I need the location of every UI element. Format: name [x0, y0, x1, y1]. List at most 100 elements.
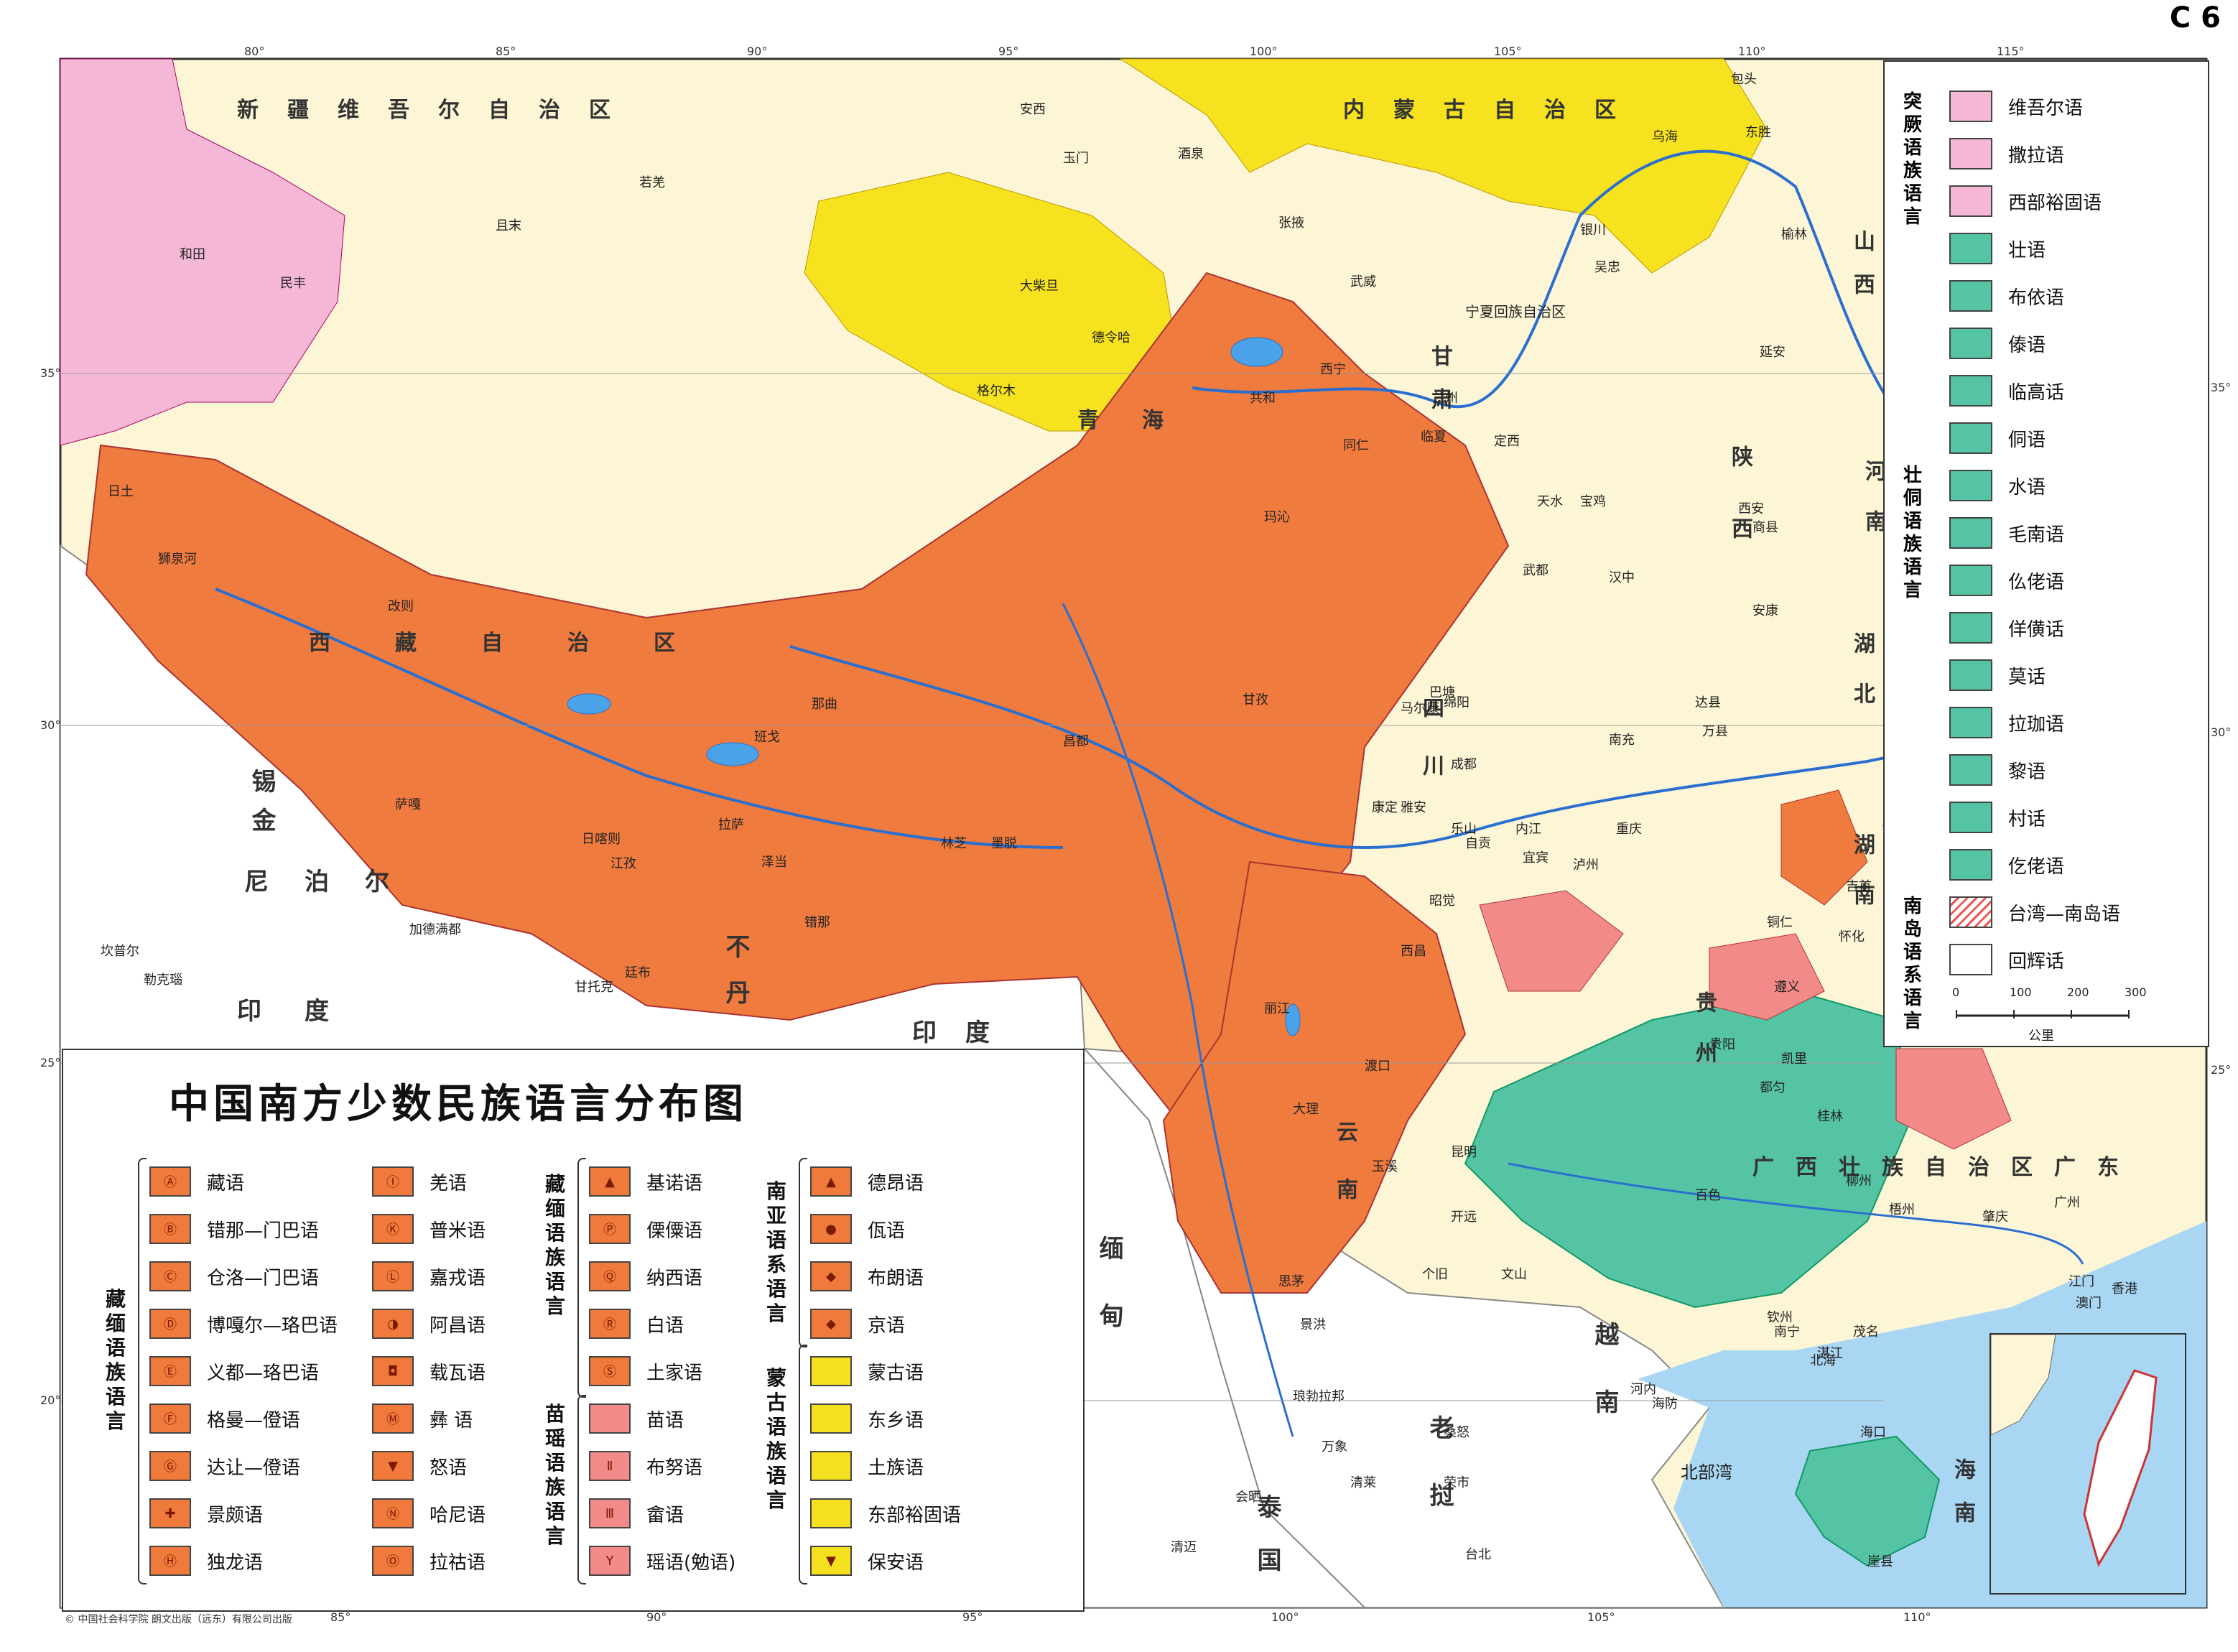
legend-swatch: Ⓚ: [372, 1214, 414, 1244]
city-label: 酒泉: [1178, 147, 1204, 162]
legend-label: 哈尼语: [430, 1504, 486, 1526]
legend-label: 羌语: [430, 1172, 468, 1194]
scale-tick-label: 100: [2010, 985, 2032, 999]
city-label: 昭觉: [1429, 894, 1455, 909]
latitude-label-left: 25°: [40, 1056, 61, 1069]
legend-swatch: [810, 1498, 852, 1528]
longitude-label-bottom: 85°: [330, 1610, 351, 1624]
label-india-west: 印度: [237, 997, 372, 1026]
group-miaoyao: 苗瑶语族语言: [544, 1402, 565, 1548]
side-legend-label: 佯僙话: [2008, 618, 2065, 641]
city-label: 银川: [1580, 223, 1606, 238]
city-label: 梧州: [1889, 1202, 1915, 1217]
legend-swatch: ◆: [810, 1309, 852, 1339]
map-code: C 6: [2169, 1, 2221, 34]
legend-item: 蒙古语: [810, 1347, 961, 1395]
legend-item: ✚ 景颇语: [149, 1490, 338, 1537]
side-legend-label: 村话: [2008, 808, 2046, 830]
longitude-label-bottom: 100°: [1271, 1610, 1299, 1624]
city-label: 吉首: [1846, 879, 1872, 894]
tujia-area: [1780, 789, 1868, 906]
label-xinjiang: 新疆维吾尔自治区: [237, 98, 639, 123]
city-label: 天水: [1537, 494, 1563, 509]
legend-swatch: Ⓠ: [589, 1261, 631, 1291]
legend-item: ◆ 京语: [810, 1300, 961, 1347]
legend-label: 藏语: [207, 1172, 245, 1194]
side-legend-label: 台湾—南岛语: [2008, 903, 2121, 925]
legend-label: 土家语: [646, 1362, 703, 1384]
longitude-label-top: 95°: [998, 45, 1019, 58]
side-legend-label: 黎语: [2008, 761, 2046, 783]
legend-swatch: Ⓐ: [149, 1166, 191, 1197]
legend-label: 嘉戎语: [430, 1267, 486, 1289]
city-label: 西安: [1738, 501, 1764, 516]
legend-item: Ⓒ 仓洛—门巴语: [149, 1253, 338, 1300]
legend-column-2: Ⓘ 羌语 Ⓚ 普米语 Ⓛ 嘉戎语 ◑ 阿昌语 ◘ 载瓦语 Ⓜ 彝 语 ▼ 怒语 Ⓝ 哈尼语 Ⓞ 拉祜语: [372, 1158, 486, 1584]
legend-label: 佤语: [868, 1220, 906, 1242]
side-legend-swatch: [1949, 896, 1992, 928]
legend-swatch: Ⓞ: [372, 1546, 414, 1576]
city-label: 铜仁: [1767, 915, 1793, 930]
legend-item: Ⓗ 独龙语: [149, 1537, 338, 1584]
legend-item: Ⓕ 格曼—僜语: [149, 1395, 338, 1442]
side-legend-item: 傣语: [1949, 328, 2046, 359]
side-legend-item: 水语: [1949, 470, 2046, 501]
legend-column-1: Ⓐ 藏语 Ⓑ 错那—门巴语 Ⓒ 仓洛—门巴语 Ⓓ 博嘎尔—珞巴语 Ⓔ 义都—珞巴语 Ⓕ 格曼—僜语 Ⓖ 达…: [149, 1158, 338, 1584]
legend-item: Ⓝ 哈尼语: [372, 1490, 486, 1537]
side-legend-swatch: [1949, 707, 1992, 738]
legend-swatch: [810, 1356, 852, 1386]
city-label: 格尔木: [977, 384, 1016, 399]
city-label: 万县: [1702, 724, 1728, 739]
city-label: 加德满都: [409, 922, 461, 937]
label-sikkim-region: 锡金: [247, 769, 276, 846]
side-legend-swatch: [1949, 517, 1992, 549]
label-xizang: 西藏自治区: [309, 631, 740, 656]
copyright: © 中国社会科学院 朗文出版（远东）有限公司出版: [65, 1614, 292, 1625]
city-label: 百色: [1695, 1188, 1721, 1203]
side-legend-label: 临高话: [2008, 381, 2065, 404]
side-legend-item: 西部裕固语: [1949, 185, 2102, 217]
side-legend-label: 仫佬语: [2008, 571, 2065, 593]
city-label: 定西: [1494, 434, 1520, 449]
side-legend-swatch: [1949, 659, 1992, 691]
legend-label: 纳西语: [646, 1267, 703, 1289]
legend-label: 傈僳语: [646, 1220, 703, 1242]
scale-bar-graphic: [1956, 1010, 2130, 1018]
namtso-lake: [706, 742, 759, 766]
brace: [577, 1158, 586, 1398]
city-label: 自贡: [1465, 836, 1491, 851]
legend-column-4: ▲ 德昂语 ● 佤语 ◆ 布朗语 ◆ 京语 蒙古语 东乡语 土族语 东部裕固语 ▼ 保安语: [810, 1158, 961, 1584]
label-yunnan: 云南: [1332, 1120, 1357, 1235]
city-label: 德令哈: [1092, 330, 1130, 345]
label-myanmar: 缅甸: [1095, 1235, 1123, 1370]
legend-item: Ⓖ 达让—僜语: [149, 1442, 338, 1490]
legend-swatch: Ⓖ: [149, 1451, 191, 1481]
city-label: 安西: [1020, 102, 1046, 117]
legend-swatch: ◘: [372, 1356, 414, 1386]
city-label: 万象: [1322, 1439, 1347, 1454]
legend-item: ◆ 布朗语: [810, 1253, 961, 1300]
side-legend-item: 毛南语: [1949, 517, 2064, 549]
legend-item: Ⓜ 彝 语: [372, 1395, 486, 1442]
legend-item: 东部裕固语: [810, 1490, 961, 1537]
city-label: 康定: [1372, 800, 1398, 815]
legend-label: 义都—珞巴语: [207, 1362, 320, 1384]
miaoyao-area-2: [1709, 933, 1825, 1021]
legend-label: 基诺语: [646, 1172, 703, 1194]
side-legend-item: 壮语: [1949, 233, 2046, 264]
side-legend-label: 侗语: [2008, 429, 2046, 451]
legend-label: 彝 语: [430, 1409, 473, 1431]
longitude-label-bottom: 105°: [1587, 1610, 1615, 1624]
side-legend-swatch: [1949, 91, 1992, 122]
side-legend-label: 毛南语: [2008, 524, 2065, 546]
side-legend-label: 水语: [2008, 476, 2046, 498]
city-label: 玉门: [1063, 151, 1089, 166]
legend-item: 苗语: [589, 1395, 735, 1442]
legend-swatch: ▲: [589, 1166, 631, 1197]
erhai-lake: [1285, 1003, 1301, 1036]
legend-label: 白语: [646, 1314, 684, 1337]
longitude-label-top: 100°: [1250, 45, 1278, 58]
city-label: 坎普尔: [101, 944, 139, 959]
city-label: 昆明: [1451, 1145, 1477, 1160]
side-legend-swatch: [1949, 802, 1992, 833]
